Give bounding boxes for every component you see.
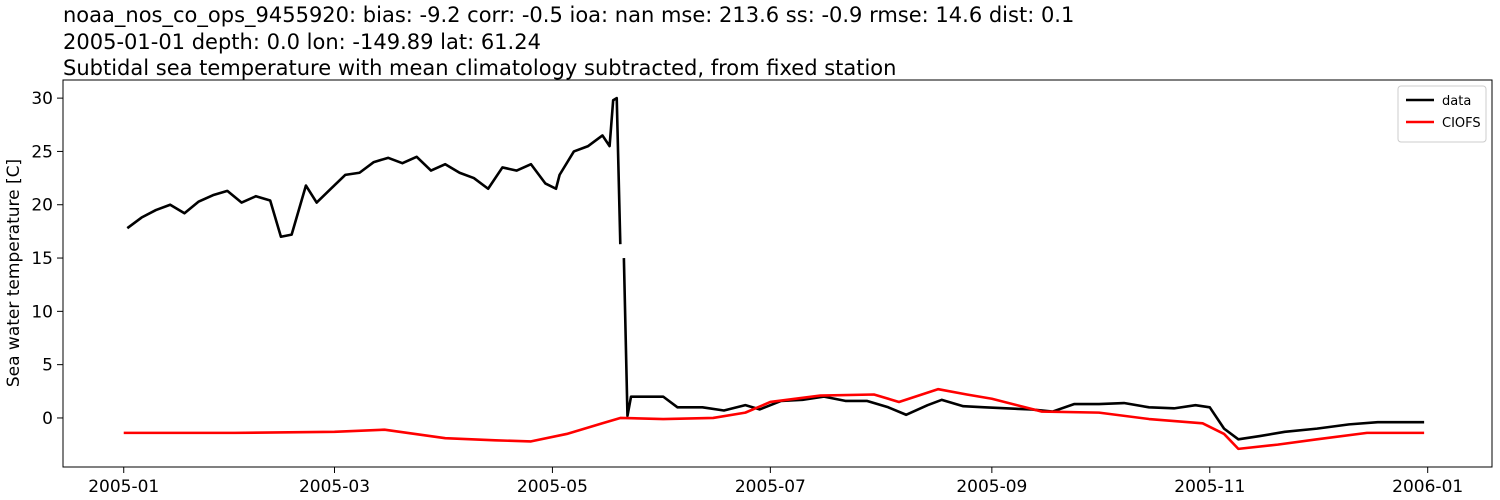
y-tick-label: 15 [31,249,53,269]
x-tick-label: 2005-01 [88,477,159,497]
y-tick-label: 0 [42,409,53,429]
x-tick-label: 2005-07 [735,477,806,497]
y-tick-label: 20 [31,196,53,216]
chart-title: noaa_nos_co_ops_9455920: bias: -9.2 corr… [63,3,1074,28]
legend-label: data [1442,94,1471,109]
chart-subtitle: Subtidal sea temperature with mean clima… [63,56,896,80]
y-tick-label: 25 [31,142,53,162]
series-line [123,387,1425,451]
y-tick-label: 5 [42,356,53,376]
series-line [126,96,1425,441]
x-tick-label: 2005-03 [299,477,370,497]
legend-label: CIOFS [1442,116,1481,131]
y-tick-label: 10 [31,302,53,322]
x-tick-label: 2005-05 [517,477,588,497]
x-tick-label: 2006-01 [1392,477,1463,497]
chart-subtitle: 2005-01-01 depth: 0.0 lon: -149.89 lat: … [63,30,541,54]
plot-frame [62,79,1493,468]
y-tick-label: 30 [31,89,53,109]
x-tick-label: 2005-09 [956,477,1027,497]
y-axis-label: Sea water temperature [C] [4,159,24,387]
x-tick-label: 2005-11 [1174,477,1245,497]
